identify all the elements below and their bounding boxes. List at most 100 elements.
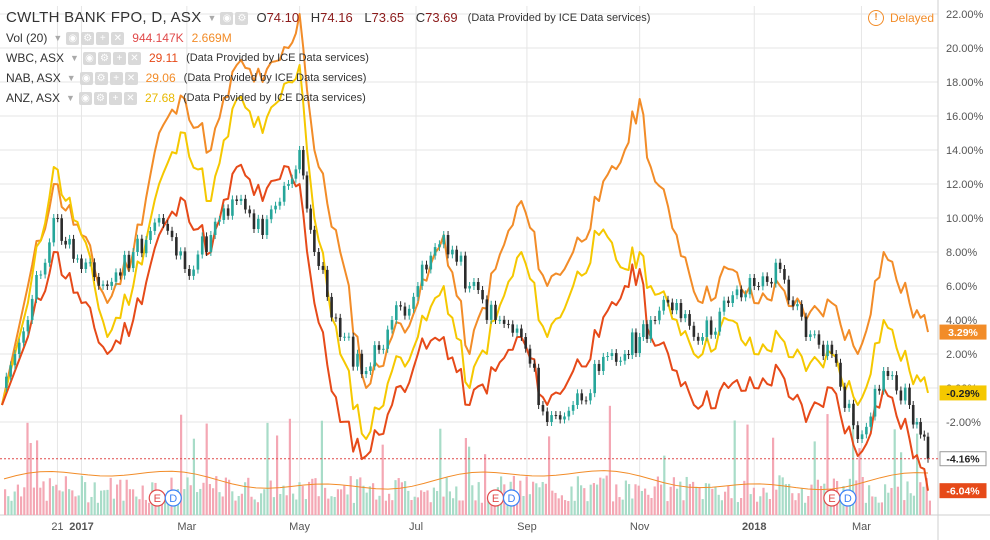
volume-bar — [522, 496, 525, 515]
plus-icon[interactable]: + — [109, 71, 123, 85]
candle-body — [274, 205, 277, 210]
volume-bar — [669, 486, 672, 515]
plus-icon[interactable]: + — [108, 91, 122, 105]
plus-icon[interactable]: + — [112, 51, 126, 65]
volume-bar — [276, 435, 279, 515]
dividend-marker[interactable] — [839, 489, 857, 507]
volume-bar — [244, 482, 247, 515]
volume-bar — [586, 501, 589, 515]
candle-body — [64, 240, 67, 245]
eye-icon[interactable]: ◉ — [82, 51, 96, 65]
eye-icon[interactable]: ◉ — [79, 71, 93, 85]
volume-bar — [820, 485, 823, 515]
candle-body — [43, 262, 47, 275]
chevron-down-icon[interactable]: ▼ — [207, 13, 217, 23]
volume-bar — [781, 477, 784, 515]
legend-row-volume[interactable]: Vol (20) ▼ ◉ ⚙ + ✕ 944.147K 2.669M — [6, 28, 650, 48]
legend-row-nab[interactable]: NAB, ASX ▼ ◉ ⚙ + ✕ 29.06 (Data Provided by … — [6, 68, 650, 88]
candle-body — [278, 201, 282, 206]
volume-bar — [125, 479, 128, 515]
y-tick-label: 10.00% — [946, 213, 984, 225]
dividend-marker[interactable] — [164, 489, 182, 507]
volume-bar — [516, 498, 519, 515]
candle-body — [485, 299, 489, 320]
volume-bar — [560, 495, 563, 515]
close-icon[interactable]: ✕ — [111, 31, 125, 45]
eye-icon[interactable]: ◉ — [66, 31, 80, 45]
settings-icon[interactable]: ⚙ — [93, 91, 107, 105]
candle-body — [52, 218, 56, 243]
eye-icon[interactable]: ◉ — [78, 91, 92, 105]
candle-body — [290, 178, 294, 184]
main-symbol-row[interactable]: CWLTH BANK FPO, D, ASX ▼ ◉ ⚙ O74.10 H74.… — [6, 8, 650, 28]
eye-icon[interactable]: ◉ — [220, 11, 234, 25]
close-icon[interactable]: ✕ — [127, 51, 141, 65]
candle-body — [550, 415, 553, 422]
candle-body — [666, 299, 670, 303]
chevron-down-icon[interactable]: ▼ — [66, 73, 76, 83]
candle-body — [662, 299, 665, 311]
candle-body — [778, 262, 782, 269]
volume-bar — [429, 502, 432, 515]
plus-icon[interactable]: + — [96, 31, 110, 45]
chevron-down-icon[interactable]: ▼ — [70, 53, 79, 63]
volume-bar — [580, 485, 583, 515]
volume-bar — [791, 493, 794, 515]
volume-bar — [384, 500, 387, 515]
volume-ma-line — [3, 470, 929, 491]
volume-bar — [138, 499, 141, 515]
volume-bar — [458, 500, 461, 515]
candle-body — [305, 175, 309, 209]
volume-bar — [394, 480, 397, 515]
dividend-marker[interactable] — [502, 489, 521, 507]
candle-body — [309, 208, 312, 230]
settings-icon[interactable]: ⚙ — [235, 11, 249, 25]
high-label: H — [310, 10, 321, 25]
candle-body — [127, 254, 131, 269]
volume-bar — [285, 495, 288, 515]
volume-bar — [388, 493, 391, 515]
volume-bar — [698, 487, 701, 515]
volume-bar — [573, 500, 576, 515]
volume-bar — [602, 478, 605, 515]
candle-body — [101, 284, 105, 286]
volume-bar — [359, 477, 362, 515]
volume-bar — [116, 484, 119, 515]
candle-body — [610, 353, 614, 357]
volume-bar — [256, 502, 259, 515]
volume-bar — [10, 500, 13, 515]
candle-body — [926, 436, 930, 459]
candle-body — [451, 249, 454, 255]
legend-row-wbc[interactable]: WBC, ASX ▼ ◉ ⚙ + ✕ 29.11 (Data Provided by … — [6, 48, 650, 68]
volume-bar — [874, 496, 877, 515]
volume-bar — [164, 494, 167, 515]
volume-bar — [893, 429, 896, 515]
legend-name: Vol (20) — [6, 31, 48, 45]
close-icon[interactable]: ✕ — [123, 91, 137, 105]
candle-body — [757, 286, 760, 287]
settings-icon[interactable]: ⚙ — [97, 51, 111, 65]
candle-body — [149, 230, 152, 241]
volume-bar — [720, 500, 723, 515]
volume-bar — [106, 489, 109, 515]
candle-body — [351, 336, 355, 367]
candle-body — [118, 272, 122, 276]
legend-row-anz[interactable]: ANZ, ASX ▼ ◉ ⚙ + ✕ 27.68 (Data Provided by … — [6, 88, 650, 108]
volume-bar — [448, 491, 451, 515]
candle-body — [890, 375, 894, 377]
close-icon[interactable]: ✕ — [124, 71, 138, 85]
candle-body — [735, 289, 739, 296]
settings-icon[interactable]: ⚙ — [81, 31, 95, 45]
candle-body — [265, 219, 269, 235]
volume-bar — [490, 499, 493, 515]
candle-body — [200, 236, 204, 255]
chevron-down-icon[interactable]: ▼ — [66, 93, 75, 103]
chevron-down-icon[interactable]: ▼ — [53, 33, 63, 43]
settings-icon[interactable]: ⚙ — [94, 71, 108, 85]
volume-bar — [852, 412, 855, 515]
delayed-status[interactable]: ! Delayed — [868, 10, 934, 26]
volume-bar — [45, 500, 48, 515]
y-tick-label: 16.00% — [946, 111, 984, 123]
candle-body — [313, 229, 316, 252]
